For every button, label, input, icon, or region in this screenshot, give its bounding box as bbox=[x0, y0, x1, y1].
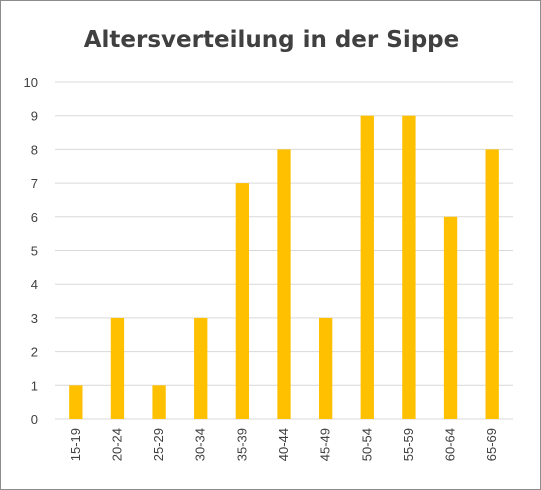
bar-60-64 bbox=[443, 216, 458, 419]
x-tick-label: 50-54 bbox=[359, 428, 374, 461]
bar-50-54 bbox=[360, 115, 374, 419]
bar-15-19 bbox=[69, 385, 83, 419]
bars bbox=[69, 115, 499, 419]
y-tick-label: 0 bbox=[31, 412, 38, 427]
x-tick-label: 55-59 bbox=[401, 428, 416, 461]
y-tick-label: 1 bbox=[31, 378, 38, 393]
y-tick-label: 8 bbox=[31, 142, 38, 157]
x-tick-label: 15-19 bbox=[68, 428, 83, 461]
bar-55-59 bbox=[402, 115, 416, 419]
y-tick-label: 4 bbox=[31, 277, 38, 292]
x-tick-label: 45-49 bbox=[318, 428, 333, 461]
x-tick-label: 25-29 bbox=[151, 428, 166, 461]
x-tick-label: 20-24 bbox=[109, 428, 124, 461]
y-tick-label: 3 bbox=[31, 311, 38, 326]
y-axis-ticks: 0 1 2 3 4 5 6 7 8 9 10 bbox=[24, 75, 38, 427]
x-tick-label: 35-39 bbox=[234, 428, 249, 461]
x-tick-label: 30-34 bbox=[193, 428, 208, 461]
y-tick-label: 10 bbox=[24, 75, 38, 90]
y-tick-label: 2 bbox=[31, 345, 38, 360]
bar-25-29 bbox=[152, 385, 166, 419]
y-tick-label: 9 bbox=[31, 109, 38, 124]
bar-20-24 bbox=[110, 317, 125, 419]
bar-40-44 bbox=[277, 149, 291, 419]
bar-65-69 bbox=[485, 149, 499, 419]
bar-30-34 bbox=[194, 317, 208, 419]
x-tick-label: 60-64 bbox=[443, 428, 458, 461]
y-tick-label: 5 bbox=[31, 244, 38, 259]
x-axis-ticks: 15-19 20-24 25-29 30-34 35-39 40-44 45-49 50-54… bbox=[68, 428, 499, 461]
x-tick-label: 40-44 bbox=[276, 428, 291, 461]
y-tick-label: 7 bbox=[31, 176, 38, 191]
y-tick-label: 6 bbox=[31, 210, 38, 225]
x-tick-label: 65-69 bbox=[484, 428, 499, 461]
bar-35-39 bbox=[235, 183, 250, 419]
bar-45-49 bbox=[318, 317, 333, 419]
chart-title: Altersverteilung in der Sippe bbox=[83, 27, 460, 53]
